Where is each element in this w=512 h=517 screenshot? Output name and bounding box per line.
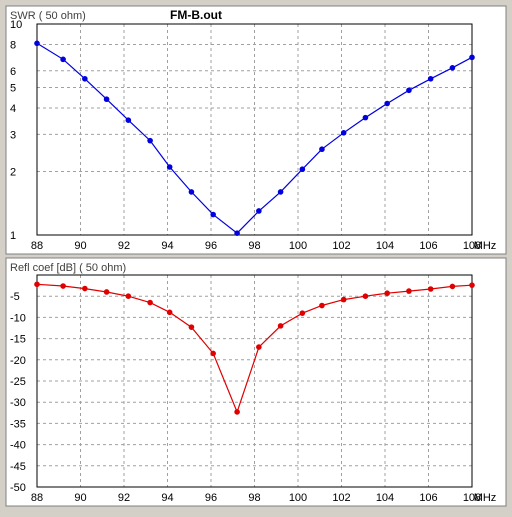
- refl-data-point: [362, 293, 369, 300]
- refl-data-point: [166, 309, 173, 316]
- refl-y-tick-label: -10: [10, 312, 26, 324]
- refl-data-point: [406, 288, 412, 294]
- refl-data-point: [427, 286, 434, 292]
- refl-axis-label: Refl coef [dB] ( 50 ohm): [10, 262, 126, 274]
- swr-data-point: [299, 166, 306, 173]
- swr-x-tick-label: 106: [419, 240, 437, 252]
- refl-data-point: [188, 324, 195, 330]
- refl-data-point: [34, 281, 40, 288]
- swr-y-tick-label: 4: [10, 103, 16, 115]
- refl-x-tick-label: 94: [161, 492, 173, 504]
- swr-data-point: [125, 117, 132, 124]
- swr-x-tick-label: 92: [118, 240, 130, 252]
- swr-data-point: [256, 208, 262, 214]
- swr-x-tick-label: 102: [332, 240, 350, 252]
- swr-x-tick-label: 96: [205, 240, 217, 252]
- swr-y-tick-label: 1: [10, 230, 16, 242]
- swr-x-tick-label: 90: [74, 240, 86, 252]
- swr-y-tick-label: 6: [10, 66, 16, 78]
- bottom-panel: [5, 257, 507, 507]
- swr-data-point: [234, 230, 240, 236]
- swr-data-point: [362, 114, 369, 121]
- refl-x-tick-label: 106: [419, 492, 437, 504]
- refl-data-point: [103, 289, 110, 295]
- swr-x-tick-label: 100: [289, 240, 307, 252]
- swr-x-tick-label: 98: [248, 240, 260, 252]
- refl-x-tick-label: 96: [205, 492, 217, 504]
- swr-y-tick-label: 5: [10, 83, 16, 95]
- swr-x-tick-label: 88: [31, 240, 43, 252]
- refl-data-point: [469, 282, 475, 288]
- swr-axis-label: SWR ( 50 ohm): [10, 10, 86, 22]
- refl-x-unit-label: MHz: [474, 492, 497, 504]
- refl-plot-frame: [36, 274, 473, 488]
- refl-data-point: [319, 302, 325, 309]
- chart-title: FM-B.out: [170, 8, 222, 22]
- swr-data-point: [427, 75, 434, 82]
- swr-data-point: [406, 87, 412, 94]
- swr-data-point: [103, 96, 110, 103]
- refl-data-point: [147, 299, 153, 306]
- swr-x-tick-label: 104: [376, 240, 394, 252]
- refl-y-tick-label: -5: [10, 291, 20, 303]
- refl-data-point: [449, 283, 456, 290]
- swr-x-unit-label: MHz: [474, 240, 497, 252]
- refl-data-point: [82, 285, 88, 292]
- refl-x-tick-label: 88: [31, 492, 43, 504]
- swr-data-point: [210, 211, 216, 218]
- swr-data-point: [147, 137, 153, 144]
- refl-y-tick-label: -20: [10, 355, 26, 367]
- refl-x-tick-label: 104: [376, 492, 394, 504]
- swr-x-tick-label: 108: [463, 240, 481, 252]
- swr-data-point: [340, 130, 347, 136]
- refl-y-tick-label: -45: [10, 461, 26, 473]
- refl-data-point: [299, 310, 306, 316]
- swr-data-point: [166, 164, 173, 170]
- refl-data-point: [256, 344, 262, 350]
- refl-y-tick-label: -50: [10, 482, 26, 494]
- swr-data-point: [188, 189, 195, 195]
- refl-x-tick-label: 90: [74, 492, 86, 504]
- swr-data-point: [384, 100, 390, 107]
- swr-plot-frame: [36, 23, 473, 236]
- swr-y-tick-label: 10: [10, 19, 22, 31]
- refl-data-point: [277, 323, 284, 329]
- swr-data-point: [319, 146, 325, 153]
- refl-y-tick-label: -35: [10, 418, 26, 430]
- refl-data-point: [60, 283, 66, 289]
- refl-y-tick-label: -30: [10, 397, 26, 409]
- swr-y-tick-label: 3: [10, 129, 16, 141]
- swr-y-tick-label: 2: [10, 166, 16, 178]
- refl-y-tick-label: -25: [10, 376, 26, 388]
- swr-data-point: [34, 40, 40, 47]
- swr-data-point: [82, 75, 88, 82]
- refl-data-point: [340, 296, 347, 303]
- swr-data-point: [60, 56, 66, 63]
- refl-data-point: [384, 290, 390, 297]
- top-panel: [5, 5, 507, 255]
- swr-x-tick-label: 94: [161, 240, 173, 252]
- refl-y-tick-label: -40: [10, 440, 26, 452]
- swr-data-point: [449, 65, 456, 71]
- refl-x-tick-label: 92: [118, 492, 130, 504]
- refl-data-point: [125, 293, 132, 300]
- swr-y-tick-label: 8: [10, 39, 16, 51]
- refl-y-tick-label: -15: [10, 334, 26, 346]
- refl-data-point: [234, 409, 240, 415]
- swr-data-point: [469, 54, 475, 61]
- swr-data-point: [277, 189, 284, 195]
- refl-x-tick-label: 100: [289, 492, 307, 504]
- refl-x-tick-label: 102: [332, 492, 350, 504]
- refl-x-tick-label: 108: [463, 492, 481, 504]
- refl-data-point: [210, 350, 216, 357]
- refl-x-tick-label: 98: [248, 492, 260, 504]
